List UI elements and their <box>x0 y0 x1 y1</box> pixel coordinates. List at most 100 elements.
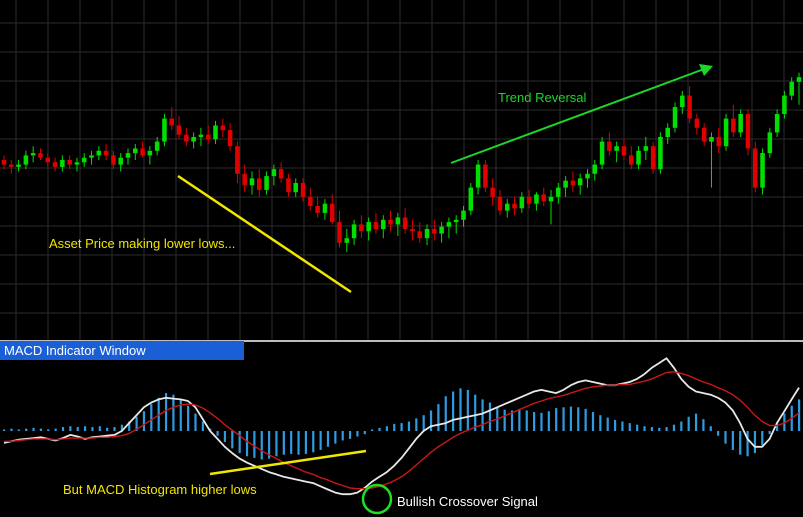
histogram-bar <box>459 388 462 431</box>
histogram-bar <box>533 412 536 431</box>
candle-body <box>782 95 787 114</box>
candle-body <box>556 187 561 197</box>
candle-body <box>9 164 14 167</box>
histogram-bar <box>613 419 617 431</box>
candle-body <box>45 157 51 163</box>
candle-body <box>111 155 116 165</box>
histogram-bar <box>775 423 779 431</box>
histogram-bar <box>702 419 705 431</box>
candle-body <box>308 196 313 206</box>
trend-reversal-arrow-line <box>450 68 705 164</box>
candle-body <box>60 160 65 167</box>
candle-body <box>23 155 29 165</box>
candle-body <box>213 125 218 140</box>
histogram-bar <box>39 428 43 431</box>
candle-body <box>410 229 415 232</box>
histogram-bar <box>268 431 271 459</box>
histogram-bar <box>518 408 521 431</box>
histogram-bar <box>113 427 116 431</box>
candle-body <box>548 196 554 202</box>
histogram-bar <box>10 428 13 431</box>
candle-body <box>701 127 707 142</box>
candle-body <box>504 203 510 211</box>
trend-reversal-annotation: Trend Reversal <box>498 90 587 105</box>
histogram-bar <box>709 426 712 431</box>
bullish-crossover-circle <box>361 483 393 515</box>
candle-body <box>709 137 714 142</box>
histogram-bar <box>245 431 249 457</box>
histogram-bar <box>474 394 477 431</box>
histogram-bar <box>540 412 543 431</box>
histogram-bar <box>179 399 182 431</box>
histogram-bar <box>628 423 631 431</box>
histogram-bar <box>356 431 359 437</box>
candle-body <box>81 157 87 163</box>
candle-body <box>191 137 196 142</box>
histogram-bar <box>253 431 256 458</box>
candle-body <box>38 153 43 158</box>
histogram-bar <box>231 431 234 449</box>
candle-body <box>103 150 109 156</box>
histogram-bar <box>407 421 411 431</box>
candle-body <box>257 178 262 190</box>
histogram-bar <box>591 412 595 431</box>
histogram-bar <box>194 413 197 431</box>
candle-body <box>162 118 167 142</box>
histogram-bar <box>282 431 285 455</box>
candle-body <box>439 226 444 234</box>
candle-body <box>125 153 131 158</box>
candle-body <box>789 81 794 96</box>
price-candles <box>1 72 802 252</box>
candle-body <box>293 183 299 193</box>
macd-line <box>3 357 800 496</box>
trend-reversal-arrowhead <box>699 64 713 76</box>
candle-body <box>658 137 663 170</box>
histogram-bar <box>201 421 204 431</box>
candle-body <box>315 206 320 213</box>
bullish-crossover-annotation: Bullish Crossover Signal <box>397 494 538 509</box>
histogram-bar <box>319 431 322 450</box>
histogram-bar <box>488 402 492 431</box>
signal-line <box>4 371 800 490</box>
candle-body <box>643 146 649 151</box>
candle-body <box>585 173 590 179</box>
candle-body <box>30 153 36 156</box>
candle-body <box>169 118 175 126</box>
candle-body <box>337 222 342 243</box>
histogram-bar <box>466 389 469 431</box>
histogram-bar <box>393 423 396 431</box>
histogram-bar <box>753 431 757 454</box>
candle-body <box>184 134 189 142</box>
histogram-bar <box>25 428 28 431</box>
candle-body <box>351 224 357 239</box>
histogram-bar <box>569 406 573 431</box>
histogram-bar <box>768 431 771 435</box>
candle-body <box>461 210 466 220</box>
indicator-panel-label: MACD Indicator Window <box>0 341 244 360</box>
candle-body <box>359 224 364 232</box>
histogram-bar <box>83 426 87 431</box>
histogram-bar <box>415 418 418 431</box>
candle-body <box>680 95 685 108</box>
candle-body <box>381 219 386 229</box>
histogram-bar <box>665 427 668 431</box>
candle-body <box>235 146 240 174</box>
histogram-bar <box>731 431 734 450</box>
histogram-bar <box>348 431 352 439</box>
candle-body <box>563 180 568 188</box>
candle-body <box>96 150 102 156</box>
candle-body <box>752 148 758 188</box>
candle-body <box>286 178 291 193</box>
histogram-bar <box>238 431 241 454</box>
candle-body <box>636 150 641 165</box>
histogram-bar <box>437 404 440 431</box>
histogram-bar <box>385 426 388 431</box>
histogram-bar <box>120 424 123 431</box>
candle-body <box>402 217 408 229</box>
histogram-bar <box>32 427 35 431</box>
price-lower-lows-trendline <box>177 174 352 294</box>
candle-body <box>264 176 269 190</box>
candle-body <box>205 134 211 140</box>
histogram-bar <box>304 431 308 454</box>
